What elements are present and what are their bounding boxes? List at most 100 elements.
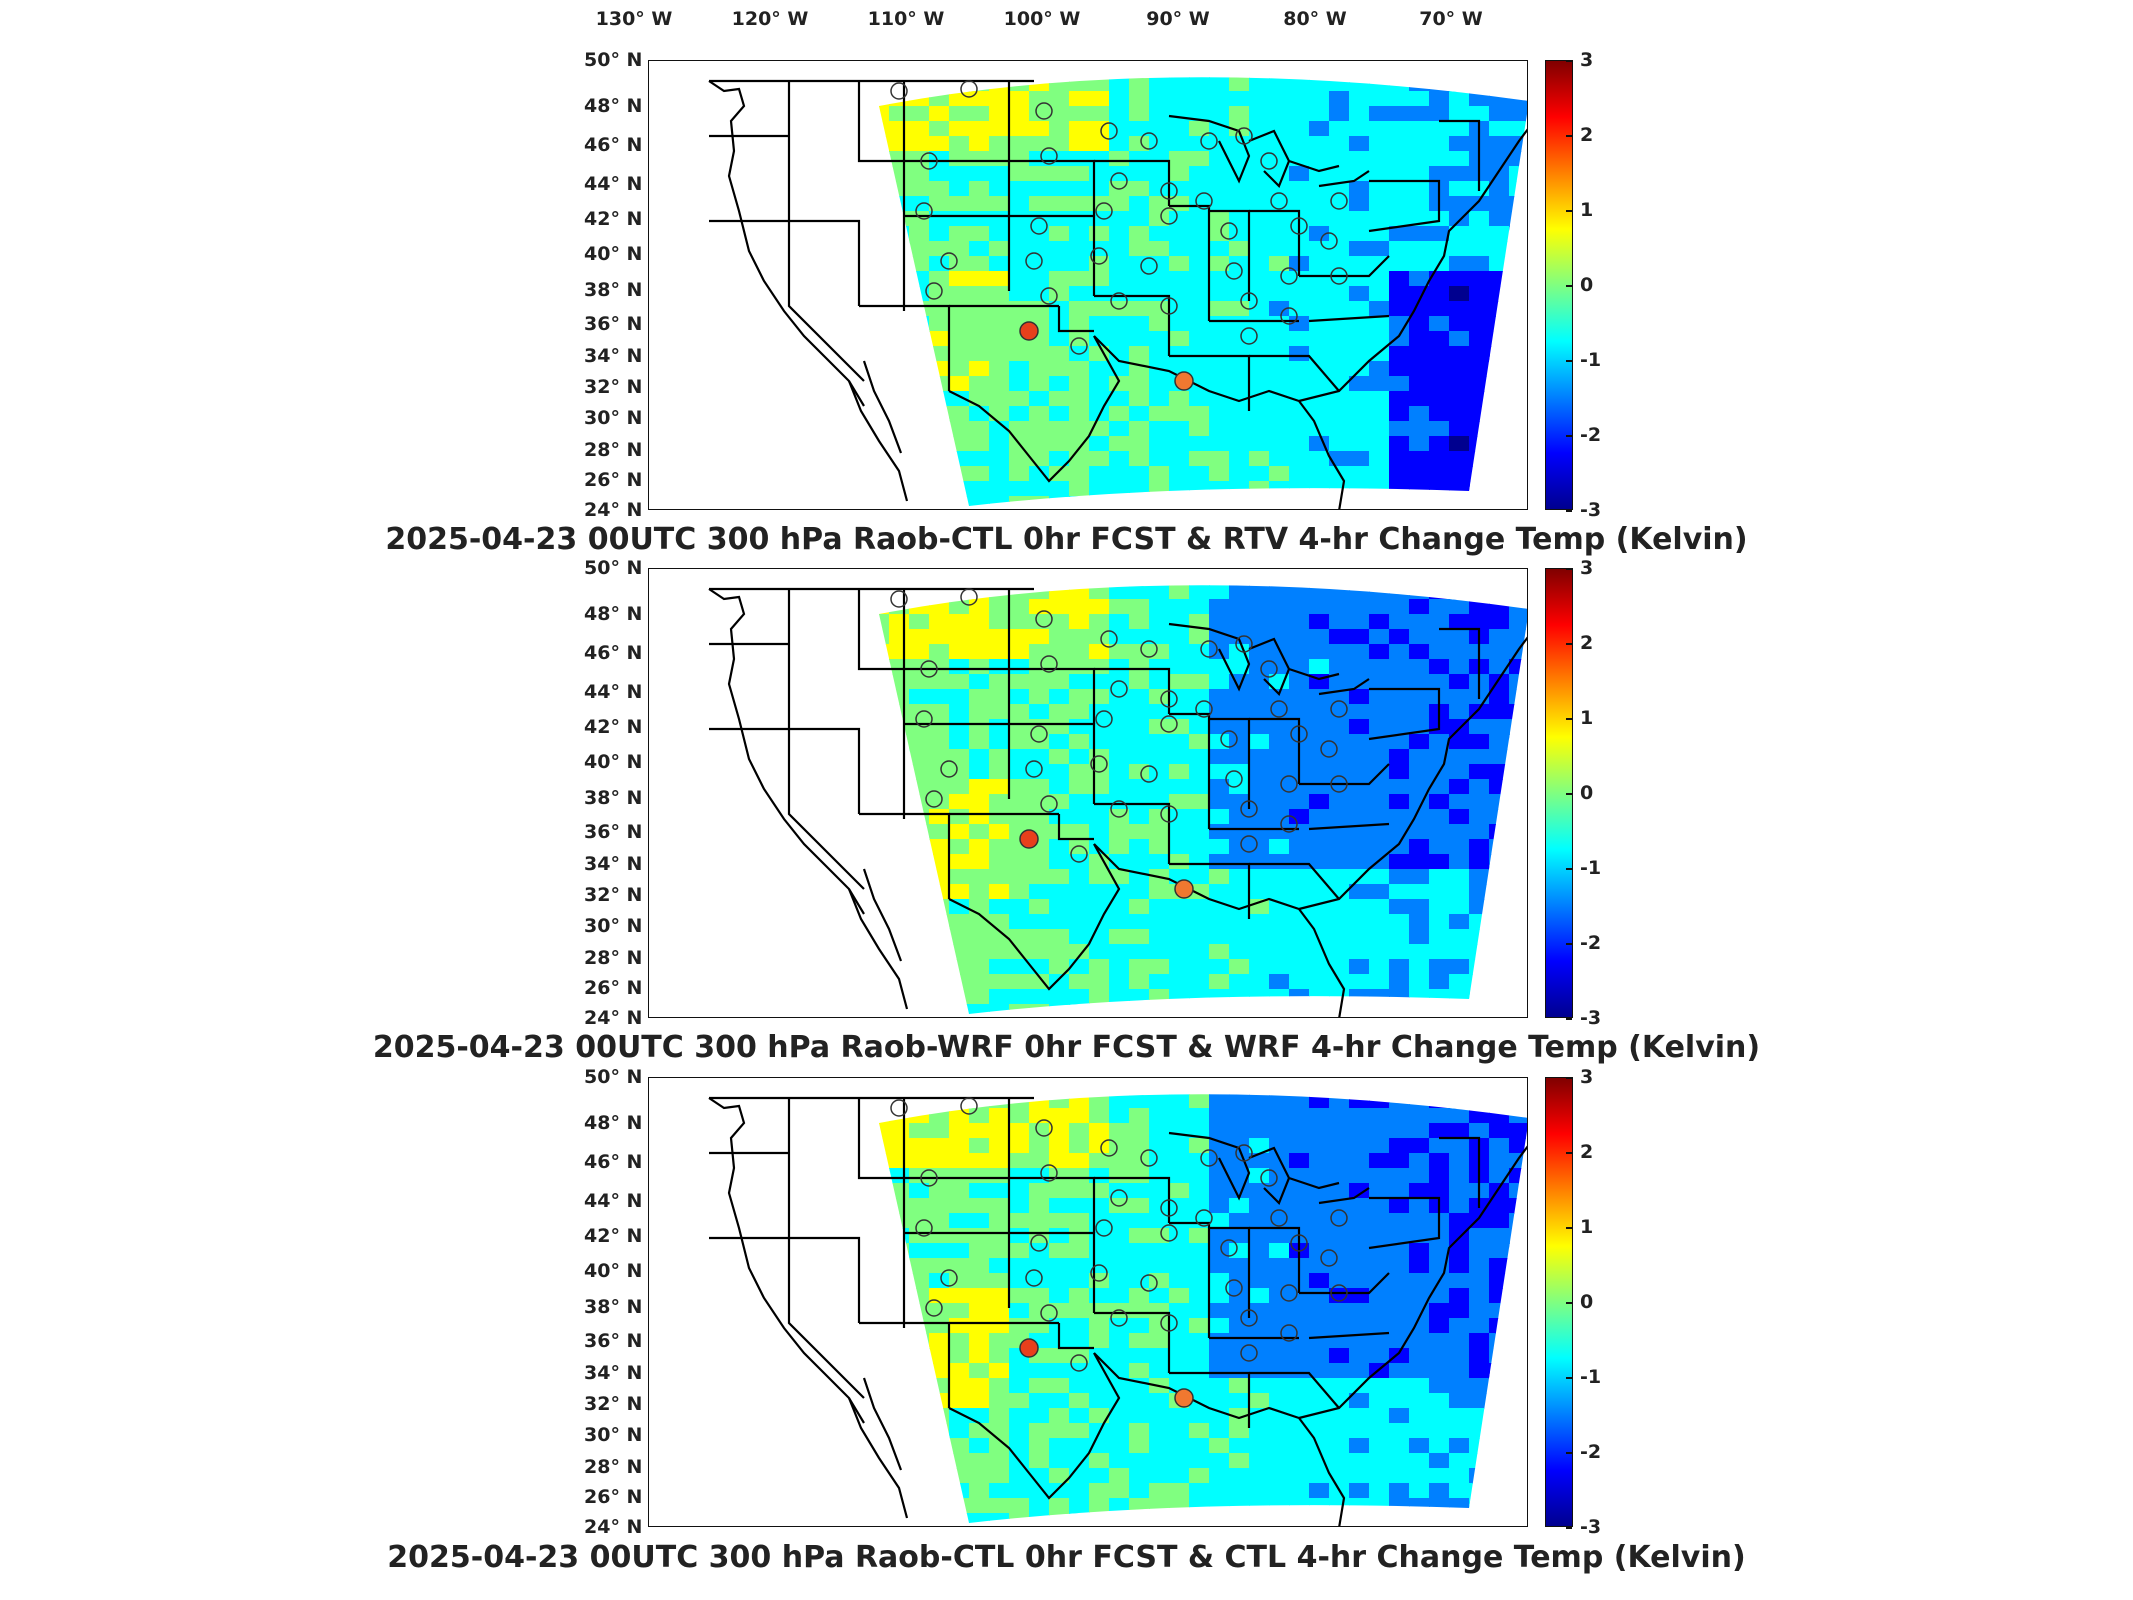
- raob-station-warm-marker: [1019, 829, 1039, 849]
- boundary-line: [1093, 128, 1527, 509]
- raob-station-marker: [1160, 690, 1178, 708]
- colorbar-tick-label: 1: [1580, 199, 1594, 221]
- raob-station-marker: [890, 1099, 908, 1117]
- raob-station-marker: [1035, 1119, 1053, 1137]
- boundary-line: [1368, 179, 1441, 233]
- colorbar-tick-label: -2: [1580, 932, 1602, 954]
- raob-station-marker: [925, 790, 943, 808]
- raob-station-marker: [1070, 337, 1088, 355]
- raob-station-marker: [1220, 1239, 1238, 1257]
- lat-label: 24° N: [584, 499, 643, 521]
- raob-station-marker: [1320, 740, 1338, 758]
- boundary-line: [1308, 822, 1390, 831]
- raob-station-marker: [1040, 655, 1058, 673]
- raob-station-marker: [940, 252, 958, 270]
- raob-station-marker: [1070, 845, 1088, 863]
- raob-station-marker: [915, 202, 933, 220]
- raob-station-marker: [1160, 297, 1178, 315]
- raob-station-marker: [1095, 202, 1113, 220]
- raob-station-marker: [1195, 192, 1213, 210]
- boundary-line: [787, 729, 865, 890]
- raob-station-marker: [960, 588, 978, 606]
- boundary-line: [862, 868, 903, 962]
- raob-station-marker: [1200, 640, 1218, 658]
- raob-station-warm-marker: [1019, 321, 1039, 341]
- boundary-line: [948, 335, 1121, 483]
- lon-label: 120° W: [731, 8, 809, 30]
- lat-label: 36° N: [584, 1330, 643, 1352]
- raob-station-marker: [1160, 1314, 1178, 1332]
- colorbar-tick-label: -3: [1580, 499, 1602, 521]
- raob-station-marker: [920, 660, 938, 678]
- lat-label: 46° N: [584, 1151, 643, 1173]
- lon-label: 90° W: [1146, 8, 1210, 30]
- raob-station-warm-marker: [1174, 1388, 1194, 1408]
- colorbar-tickmark: [1566, 643, 1572, 645]
- colorbar-tick-label: 2: [1580, 124, 1594, 146]
- boundary-line: [1168, 1131, 1370, 1205]
- boundary-line: [1094, 294, 1171, 356]
- raob-station-marker: [1280, 267, 1298, 285]
- map-svg: [708, 1094, 1527, 1526]
- lat-label: 30° N: [584, 1424, 643, 1446]
- colorbar-tick-label: 1: [1580, 707, 1594, 729]
- colorbar-tick-label: -2: [1580, 424, 1602, 446]
- raob-station-marker: [1095, 1219, 1113, 1237]
- raob-station-marker: [1110, 172, 1128, 190]
- raob-station-marker: [1280, 775, 1298, 793]
- boundary-line: [1299, 763, 1390, 786]
- raob-station-marker: [1160, 207, 1178, 225]
- raob-station-marker: [1195, 1209, 1213, 1227]
- raob-station-marker: [1320, 1249, 1338, 1267]
- colorbar-tickmark: [1566, 60, 1572, 62]
- raob-station-marker: [1140, 1149, 1158, 1167]
- boundary-line: [1249, 1371, 1340, 1409]
- lat-label: 34° N: [584, 853, 643, 875]
- lat-label: 36° N: [584, 313, 643, 335]
- panel-title: 2025-04-23 00UTC 300 hPa Raob-CTL 0hr FC…: [387, 1540, 1746, 1575]
- lat-label: 36° N: [584, 821, 643, 843]
- raob-station-marker: [1040, 1304, 1058, 1322]
- raob-station-marker: [1100, 630, 1118, 648]
- raob-station-marker: [1070, 1354, 1088, 1372]
- lat-label: 42° N: [584, 208, 643, 230]
- raob-station-marker: [1235, 635, 1253, 653]
- lat-label: 34° N: [584, 1362, 643, 1384]
- boundary-line: [1439, 1136, 1481, 1208]
- raob-station-marker: [1280, 815, 1298, 833]
- boundary-line: [1009, 214, 1096, 296]
- lat-label: 32° N: [584, 884, 643, 906]
- boundary-line: [1249, 1226, 1301, 1293]
- colorbar-tick-label: 1: [1580, 1216, 1594, 1238]
- boundary-line: [787, 589, 861, 814]
- lat-label: 38° N: [584, 279, 643, 301]
- lat-label: 26° N: [584, 1486, 643, 1508]
- lat-label: 48° N: [584, 603, 643, 625]
- lon-label: 80° W: [1283, 8, 1347, 30]
- lon-label: 70° W: [1419, 8, 1483, 30]
- boundary-line: [857, 1098, 904, 1180]
- raob-station-marker: [1040, 287, 1058, 305]
- panel-title: 2025-04-23 00UTC 300 hPa Raob-WRF 0hr FC…: [372, 1030, 1761, 1065]
- boundary-line: [1093, 636, 1527, 1017]
- raob-station-marker: [1100, 1139, 1118, 1157]
- raob-station-marker: [890, 82, 908, 100]
- raob-station-marker: [1270, 700, 1288, 718]
- lat-label: 30° N: [584, 407, 643, 429]
- raob-station-marker: [1280, 1284, 1298, 1302]
- boundary-line: [1057, 1323, 1094, 1350]
- raob-station-marker: [1220, 730, 1238, 748]
- lat-label: 24° N: [584, 1516, 643, 1538]
- raob-station-marker: [1160, 182, 1178, 200]
- boundary-line: [1169, 1221, 1211, 1338]
- raob-station-marker: [1140, 1274, 1158, 1292]
- raob-station-marker: [890, 590, 908, 608]
- raob-station-marker: [1025, 760, 1043, 778]
- map-panel-2: [648, 568, 1528, 1018]
- raob-station-marker: [1095, 710, 1113, 728]
- lon-label: 100° W: [1003, 8, 1081, 30]
- colorbar-tickmark: [1566, 568, 1572, 570]
- lat-label: 50° N: [584, 49, 643, 71]
- raob-station-marker: [1030, 725, 1048, 743]
- raob-station-marker: [1110, 292, 1128, 310]
